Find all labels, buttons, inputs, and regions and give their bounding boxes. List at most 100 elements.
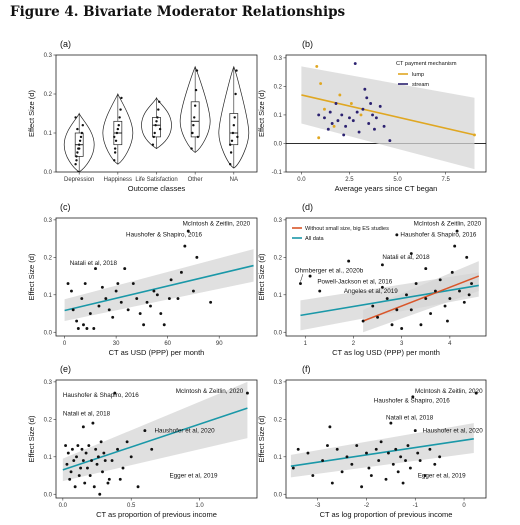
data-point (405, 293, 408, 297)
y-tick-label: 0.3 (274, 380, 283, 386)
data-point (328, 425, 332, 429)
data-point (145, 300, 149, 304)
x-tick-label: Depression (64, 177, 94, 183)
data-point (350, 462, 354, 466)
data-point (191, 131, 194, 135)
data-point-stream (330, 122, 334, 125)
data-point (152, 289, 156, 293)
x-tick-label: Other (188, 177, 203, 183)
x-tick-label: 30 (113, 341, 120, 347)
data-point (311, 474, 315, 477)
x-tick-label: 7.5 (441, 177, 450, 183)
x-tick-label: -1 (413, 503, 419, 509)
data-point-stream (348, 116, 351, 120)
point-annotation: Angeles et al, 2019 (344, 288, 398, 295)
data-point (474, 391, 478, 395)
data-point (91, 421, 95, 425)
y-tick-label: 0.1 (44, 293, 53, 299)
y-tick-label: 0.2 (274, 84, 283, 90)
data-point (418, 459, 422, 462)
data-point (100, 285, 104, 289)
panel-label: (f) (302, 364, 311, 374)
data-point (116, 127, 120, 131)
data-point (408, 466, 412, 470)
data-point-stream (334, 102, 338, 105)
plot-frame (285, 217, 487, 337)
x-tick-label: -3 (315, 503, 321, 509)
y-tick-label: 0.0 (44, 330, 53, 336)
data-point (433, 462, 437, 466)
data-point-lump (323, 107, 326, 111)
data-point (406, 444, 410, 448)
data-point (142, 323, 146, 327)
data-point (455, 229, 459, 233)
data-point (64, 444, 68, 448)
confidence-ribbon (301, 66, 475, 170)
y-tick-label: 0.3 (44, 53, 53, 59)
fit-line (290, 438, 474, 467)
x-tick-label: 5.0 (393, 177, 402, 183)
data-point (465, 255, 469, 259)
data-point (97, 304, 101, 308)
box-iqr (190, 101, 200, 138)
plot-area (286, 62, 486, 170)
data-point (438, 278, 442, 282)
data-point (296, 447, 300, 451)
data-point (390, 323, 394, 327)
data-point (377, 459, 381, 462)
data-point (365, 451, 368, 455)
data-point-stream (344, 124, 348, 128)
fit-line (62, 407, 248, 471)
data-point-stream (371, 113, 374, 117)
data-point (396, 470, 400, 474)
data-point (77, 474, 81, 477)
data-point (360, 485, 364, 489)
confidence-ribbon (290, 423, 474, 478)
data-point (158, 100, 161, 104)
y-tick-label: 0.3 (44, 218, 53, 224)
data-point (193, 116, 196, 119)
data-point (102, 451, 106, 455)
data-point (345, 455, 349, 459)
data-point (347, 259, 351, 263)
data-point (118, 116, 121, 119)
data-point (361, 319, 365, 323)
data-point (92, 485, 96, 489)
data-point (369, 474, 373, 477)
y-tick-label: -0.1 (272, 170, 283, 176)
plot-area (63, 65, 250, 172)
data-point (66, 451, 70, 455)
confidence-ribbon (64, 249, 254, 322)
data-point (433, 289, 437, 293)
data-point (371, 304, 375, 308)
point-annotation: Haushofer et al, 2020 (423, 427, 484, 434)
point-annotation: Haushofer et al, 2020 (154, 427, 215, 434)
data-point (235, 69, 238, 72)
panel-label: (c) (60, 202, 71, 212)
x-tick-label: 4 (448, 341, 452, 347)
data-point (75, 455, 78, 459)
x-axis-label: CT as USD (PPP) per month (109, 348, 205, 357)
data-point (409, 252, 413, 256)
data-point-lump (319, 82, 323, 85)
x-tick-label: Happiness (104, 177, 132, 183)
data-point (113, 159, 116, 162)
data-point (169, 278, 173, 282)
data-point (88, 474, 92, 477)
data-point (74, 163, 77, 166)
legend-label-all: All data (305, 236, 325, 242)
y-axis-label: Effect Size (d) (27, 90, 36, 137)
data-point (74, 116, 77, 119)
data-point (114, 139, 118, 142)
data-point (416, 451, 420, 455)
plot-frame (285, 379, 487, 499)
data-point (335, 447, 339, 451)
point-annotation: Haushofer & Shapiro, 2016 (63, 392, 139, 399)
data-point-stream (367, 122, 371, 125)
data-point (318, 289, 322, 293)
x-tick-label: 0.0 (297, 177, 306, 183)
data-point (445, 319, 449, 323)
data-point (78, 139, 82, 142)
point-annotation: McIntosh & Zeitlin, 2020 (415, 388, 483, 395)
data-point (429, 312, 433, 315)
